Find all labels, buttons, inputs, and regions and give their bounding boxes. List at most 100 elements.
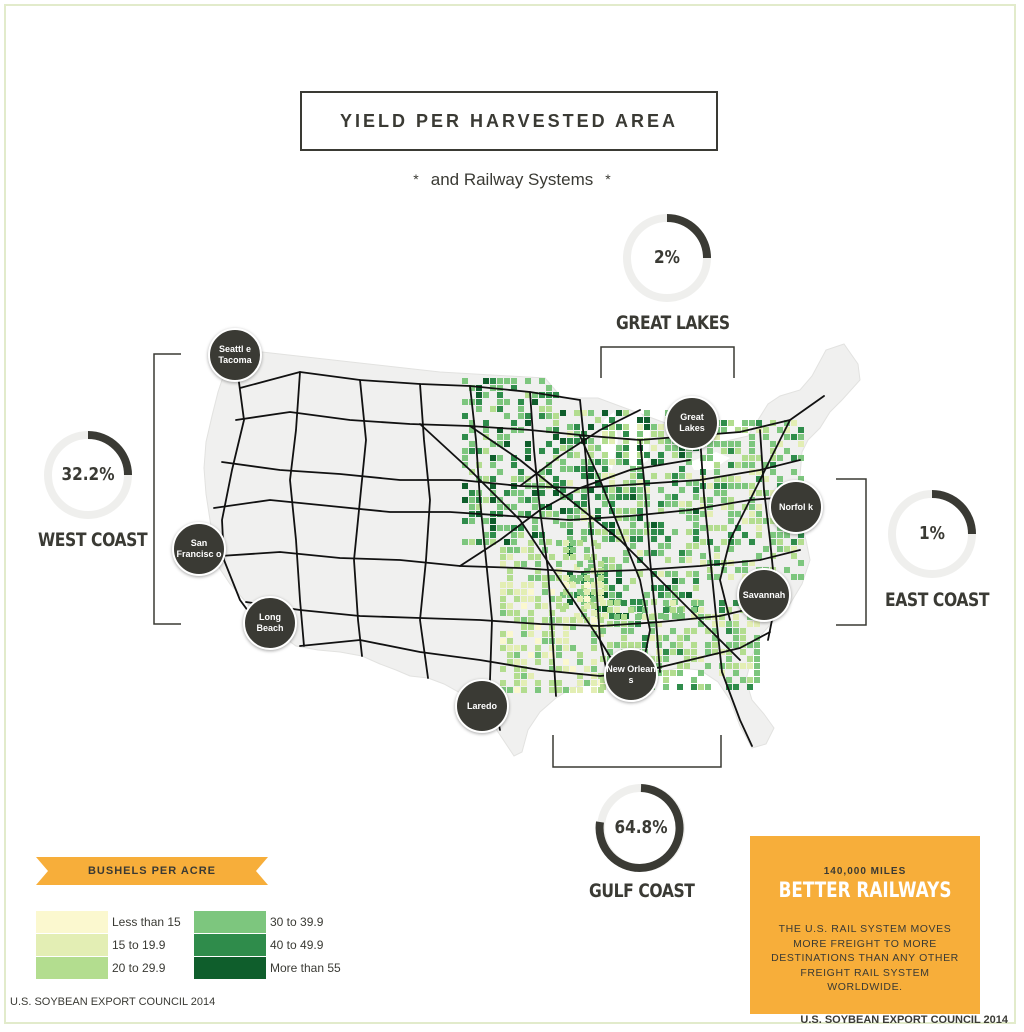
port-laredo: Laredo (455, 679, 509, 733)
county-cell (588, 564, 594, 570)
county-cell (628, 607, 634, 613)
county-cell (686, 550, 692, 556)
county-cell (754, 677, 760, 683)
county-cell (770, 469, 776, 475)
county-cell (602, 487, 608, 493)
county-cell (686, 515, 692, 521)
county-cell (476, 497, 482, 503)
county-cell (707, 448, 713, 454)
port-label: Long Beach (256, 612, 284, 633)
county-cell (677, 607, 683, 613)
county-cell (535, 659, 541, 665)
county-cell (770, 532, 776, 538)
county-cell (616, 410, 622, 416)
rail-line (459, 459, 691, 567)
county-cell (663, 614, 669, 620)
county-cell (539, 406, 545, 412)
county-cell (791, 420, 797, 426)
county-cell (670, 607, 676, 613)
county-cell (497, 399, 503, 405)
county-cell (521, 673, 527, 679)
county-cell (691, 649, 697, 655)
star-icon: * (605, 171, 611, 187)
county-cell (577, 687, 583, 693)
county-cell (714, 560, 720, 566)
county-cell (539, 378, 545, 384)
county-cell (521, 624, 527, 630)
county-cell (581, 501, 587, 507)
county-cell (546, 539, 552, 545)
county-cell (756, 420, 762, 426)
county-cell (651, 459, 657, 465)
county-cell (567, 424, 573, 430)
county-cell (637, 417, 643, 423)
port-san-francisco: San Francisc o (172, 522, 226, 576)
county-cell (535, 568, 541, 574)
county-cell (728, 441, 734, 447)
county-cell (623, 487, 629, 493)
county-cell (644, 494, 650, 500)
county-cell (567, 522, 573, 528)
county-cell (763, 546, 769, 552)
county-cell (574, 424, 580, 430)
county-cell (742, 518, 748, 524)
county-cell (705, 628, 711, 634)
county-cell (616, 459, 622, 465)
county-cell (672, 501, 678, 507)
page-title: YIELD PER HARVESTED AREA (339, 110, 679, 131)
county-cell (521, 617, 527, 623)
county-cell (798, 574, 804, 580)
county-cell (560, 438, 566, 444)
county-cell (644, 592, 650, 598)
county-cell (549, 680, 555, 686)
county-cell (525, 392, 531, 398)
county-cell (535, 596, 541, 602)
county-cell (742, 504, 748, 510)
county-cell (756, 469, 762, 475)
rail-miles: 140,000 MILES (823, 866, 907, 877)
county-cell (602, 410, 608, 416)
county-cell (528, 673, 534, 679)
county-cell (469, 448, 475, 454)
county-cell (791, 546, 797, 552)
county-cell (553, 476, 559, 482)
county-cell (504, 525, 510, 531)
county-cell (581, 494, 587, 500)
county-cell (602, 494, 608, 500)
county-cell (686, 459, 692, 465)
county-cell (602, 571, 608, 577)
county-cell (476, 385, 482, 391)
county-cell (614, 600, 620, 606)
county-cell (553, 427, 559, 433)
county-cell (791, 539, 797, 545)
county-cell (602, 522, 608, 528)
county-cell (609, 536, 615, 542)
west-coast-label: WEST COAST (38, 529, 148, 551)
county-cell (577, 659, 583, 665)
county-cell (742, 462, 748, 468)
ring-west-coast (44, 431, 132, 519)
county-cell (577, 540, 583, 546)
county-cell (563, 540, 569, 546)
county-cell (651, 445, 657, 451)
county-cell (714, 525, 720, 531)
county-cell (476, 392, 482, 398)
county-cell (609, 438, 615, 444)
county-cell (658, 487, 664, 493)
county-cell (574, 501, 580, 507)
county-cell (504, 539, 510, 545)
county-cell (535, 652, 541, 658)
county-cell (542, 617, 548, 623)
bracket-east-coast (836, 478, 867, 626)
port-seattle-tacoma: Seattl e Tacoma (208, 328, 262, 382)
legend-label: 40 to 49.9 (270, 938, 324, 952)
county-cell (497, 378, 503, 384)
rail-line (221, 359, 263, 631)
county-cell (672, 571, 678, 577)
gulf-coast-percent: 64.8% (614, 817, 668, 838)
county-cell (609, 613, 615, 619)
county-cell (740, 642, 746, 648)
county-cell (535, 554, 541, 560)
county-cell (609, 417, 615, 423)
county-cell (679, 452, 685, 458)
